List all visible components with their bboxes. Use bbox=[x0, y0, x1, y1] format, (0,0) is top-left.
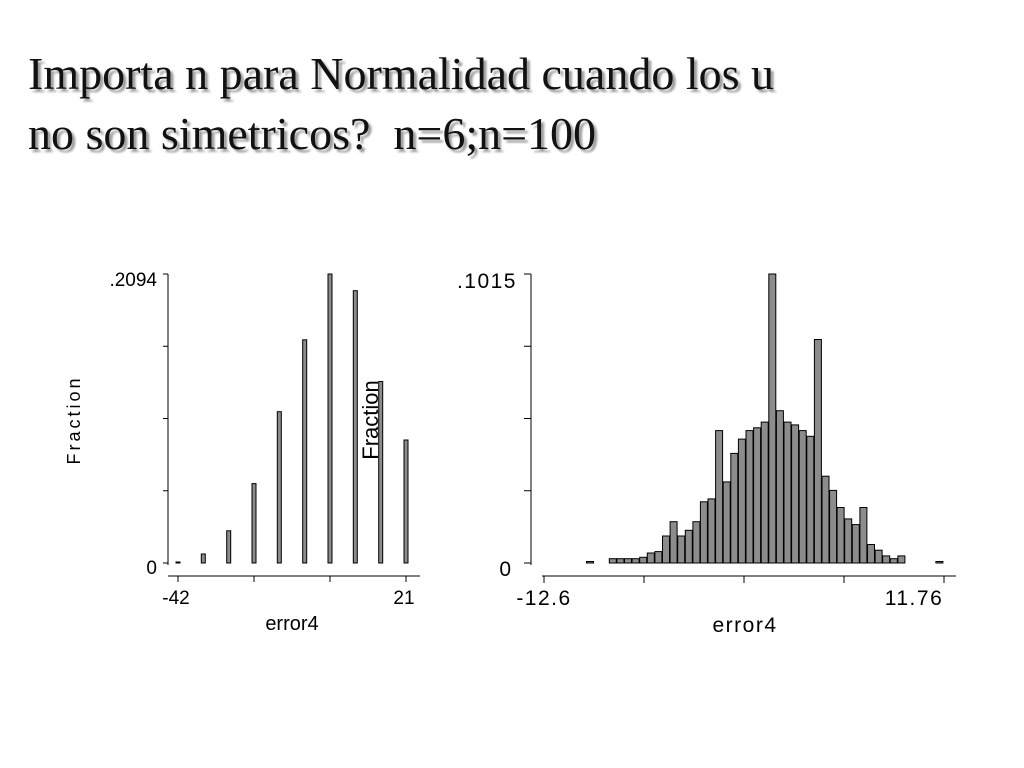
right-bar-18 bbox=[722, 481, 731, 564]
left-bar-0 bbox=[175, 561, 181, 564]
right-bar-27 bbox=[791, 424, 800, 564]
right-bar-38 bbox=[874, 549, 883, 564]
right-x-ticks bbox=[543, 576, 945, 583]
left-bar-5 bbox=[302, 339, 308, 564]
right-y-ticks bbox=[524, 273, 531, 564]
right-bar-24 bbox=[768, 273, 777, 564]
right-x-axis-title: error4 bbox=[712, 614, 777, 637]
left-y-axis-title: Fraction bbox=[64, 375, 84, 464]
left-y-ticks bbox=[163, 273, 168, 564]
left-bar-2 bbox=[226, 530, 232, 564]
left-bar-4 bbox=[276, 411, 282, 564]
title-line-1: Importa n para Normalidad cuando los u bbox=[28, 48, 774, 99]
right-bar-0 bbox=[586, 561, 594, 564]
right-x-tick-label-max: 11.76 bbox=[885, 587, 944, 610]
left-y-tick-label-min: 0 bbox=[146, 558, 157, 579]
right-bar-28 bbox=[798, 430, 807, 564]
right-bar-36 bbox=[859, 507, 868, 564]
slide-title: Importa n para Normalidad cuando los u n… bbox=[28, 44, 774, 164]
right-bar-11 bbox=[669, 521, 678, 564]
right-bar-40 bbox=[889, 558, 898, 564]
right-bar-22 bbox=[753, 427, 762, 564]
left-x-tick-label-max: 21 bbox=[393, 588, 414, 609]
right-bar-4 bbox=[616, 558, 625, 564]
right-bar-23 bbox=[760, 421, 769, 564]
right-bar-19 bbox=[730, 452, 739, 564]
right-bar-26 bbox=[783, 421, 792, 564]
right-bar-10 bbox=[662, 535, 670, 564]
right-bar-29 bbox=[806, 435, 815, 564]
right-bar-34 bbox=[844, 518, 853, 564]
right-bar-39 bbox=[882, 555, 891, 564]
right-y-axis-title: Fraction bbox=[358, 380, 383, 459]
right-bar-46 bbox=[935, 561, 944, 564]
right-bar-21 bbox=[745, 430, 754, 564]
left-x-tick-label-min: -42 bbox=[162, 588, 189, 609]
right-y-tick-label-min: 0 bbox=[499, 558, 511, 581]
right-bar-17 bbox=[715, 430, 724, 564]
right-bar-30 bbox=[813, 339, 822, 564]
right-bar-5 bbox=[624, 558, 632, 564]
left-histogram: .2094 0 -42 21 error4 Fraction bbox=[64, 270, 420, 635]
left-bar-7 bbox=[352, 290, 358, 564]
right-bar-25 bbox=[775, 410, 784, 564]
right-bars bbox=[586, 273, 944, 564]
left-bar-8 bbox=[378, 381, 384, 564]
right-bar-9 bbox=[654, 551, 663, 564]
left-bar-3 bbox=[251, 483, 257, 564]
left-bars bbox=[175, 273, 409, 564]
title-line-2: no son simetricos? n=6;n=100 bbox=[28, 108, 597, 159]
left-bar-6 bbox=[327, 273, 333, 564]
left-x-axis-title: error4 bbox=[265, 613, 318, 635]
right-bar-33 bbox=[836, 507, 845, 564]
left-y-tick-label-max: .2094 bbox=[109, 270, 157, 291]
right-x-tick-label-min: -12.6 bbox=[516, 587, 571, 610]
right-bar-41 bbox=[897, 555, 906, 564]
right-bar-20 bbox=[737, 438, 746, 564]
right-bar-31 bbox=[821, 475, 830, 564]
right-bar-15 bbox=[699, 501, 708, 564]
left-bar-1 bbox=[200, 553, 206, 564]
right-bar-13 bbox=[684, 529, 693, 564]
right-bar-12 bbox=[677, 535, 686, 564]
left-bar-9 bbox=[403, 439, 409, 564]
right-bar-35 bbox=[851, 524, 860, 564]
right-bar-32 bbox=[829, 489, 838, 564]
right-histogram: .1015 0 -12.6 11.76 error4 Fraction bbox=[358, 270, 956, 637]
right-bar-8 bbox=[646, 552, 655, 564]
right-bar-37 bbox=[867, 544, 875, 564]
right-bar-3 bbox=[608, 558, 617, 564]
left-x-ticks bbox=[177, 576, 407, 582]
right-bar-6 bbox=[631, 558, 640, 564]
right-bar-14 bbox=[692, 521, 701, 564]
right-bar-7 bbox=[639, 556, 648, 564]
right-y-tick-label-max: .1015 bbox=[457, 270, 517, 293]
right-bar-16 bbox=[707, 498, 716, 564]
